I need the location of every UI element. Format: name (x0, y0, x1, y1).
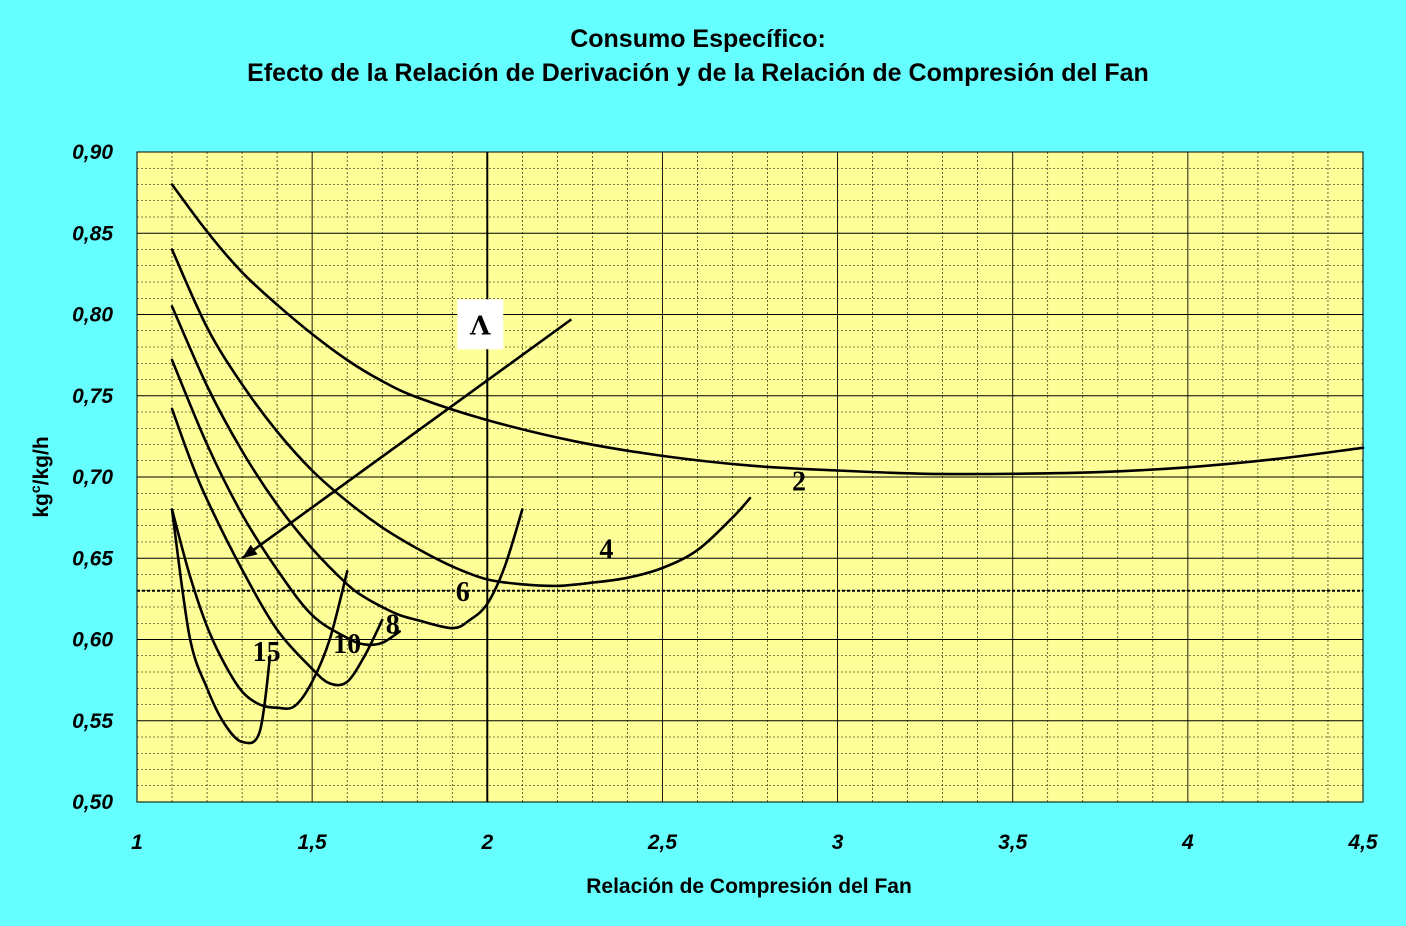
x-tick-label: 4 (1181, 831, 1194, 854)
curve-label-15: 15 (253, 637, 281, 668)
reference-lines (137, 152, 1363, 802)
arrow-group: Λ (241, 299, 573, 560)
y-tick-label: 0,90 (72, 141, 113, 164)
curve-labels: 2 4 6 8 10 15 (253, 466, 806, 668)
x-tick-label: 3,5 (998, 831, 1028, 854)
chart-subtitle: Efecto de la Relación de Derivación y de… (247, 59, 1149, 87)
curve-label-6: 6 (456, 577, 470, 608)
x-tick-label: 1 (131, 831, 143, 854)
curve-label-2: 2 (792, 466, 806, 497)
y-axis-label-rest: /kg/h (30, 436, 53, 485)
x-tick-label: 2,5 (647, 831, 678, 854)
y-tick-label: 0,75 (72, 385, 113, 408)
series-line-2 (170, 183, 1365, 476)
y-tick-label: 0,55 (72, 710, 113, 733)
curve-label-10: 10 (333, 629, 361, 660)
y-tick-label: 0,50 (72, 791, 113, 814)
curve-label-8: 8 (386, 609, 400, 640)
series-line-8 (170, 358, 401, 647)
y-axis-label-base: kg (30, 493, 53, 518)
series-line-unlabeled-6 (170, 508, 272, 745)
y-tick-label: 0,65 (72, 547, 113, 570)
series-line-4 (170, 248, 752, 588)
arrow-head (242, 544, 258, 559)
grid (136, 151, 1364, 803)
y-tick-label: 0,70 (72, 466, 113, 489)
y-axis-label-sup: c (27, 485, 43, 493)
y-axis-label: kgc/kg/h (27, 436, 53, 517)
tick-labels: 1 1,5 2 2,5 3 3,5 4 4,5 0,50 0,55 0,60 0,65 0,70 0,75… (72, 141, 1378, 854)
series-group (170, 183, 1365, 745)
x-tick-label: 3 (832, 831, 844, 854)
x-tick-label: 1,5 (298, 831, 328, 854)
y-tick-label: 0,80 (72, 304, 113, 327)
curve-label-4: 4 (599, 535, 613, 566)
y-tick-label: 0,60 (72, 629, 113, 652)
series-line-6 (170, 305, 524, 630)
series-line-15 (170, 508, 349, 710)
arrow-line (241, 318, 573, 560)
arrow-label-box (457, 299, 504, 350)
arrow-label: Λ (469, 311, 491, 341)
chart-title: Consumo Específico: (570, 25, 826, 53)
x-tick-label: 4,5 (1347, 831, 1378, 854)
x-tick-label: 2 (480, 831, 493, 854)
x-axis-label: Relación de Compresión del Fan (586, 875, 912, 898)
y-tick-label: 0,85 (72, 222, 113, 245)
series-line-10 (170, 407, 384, 687)
